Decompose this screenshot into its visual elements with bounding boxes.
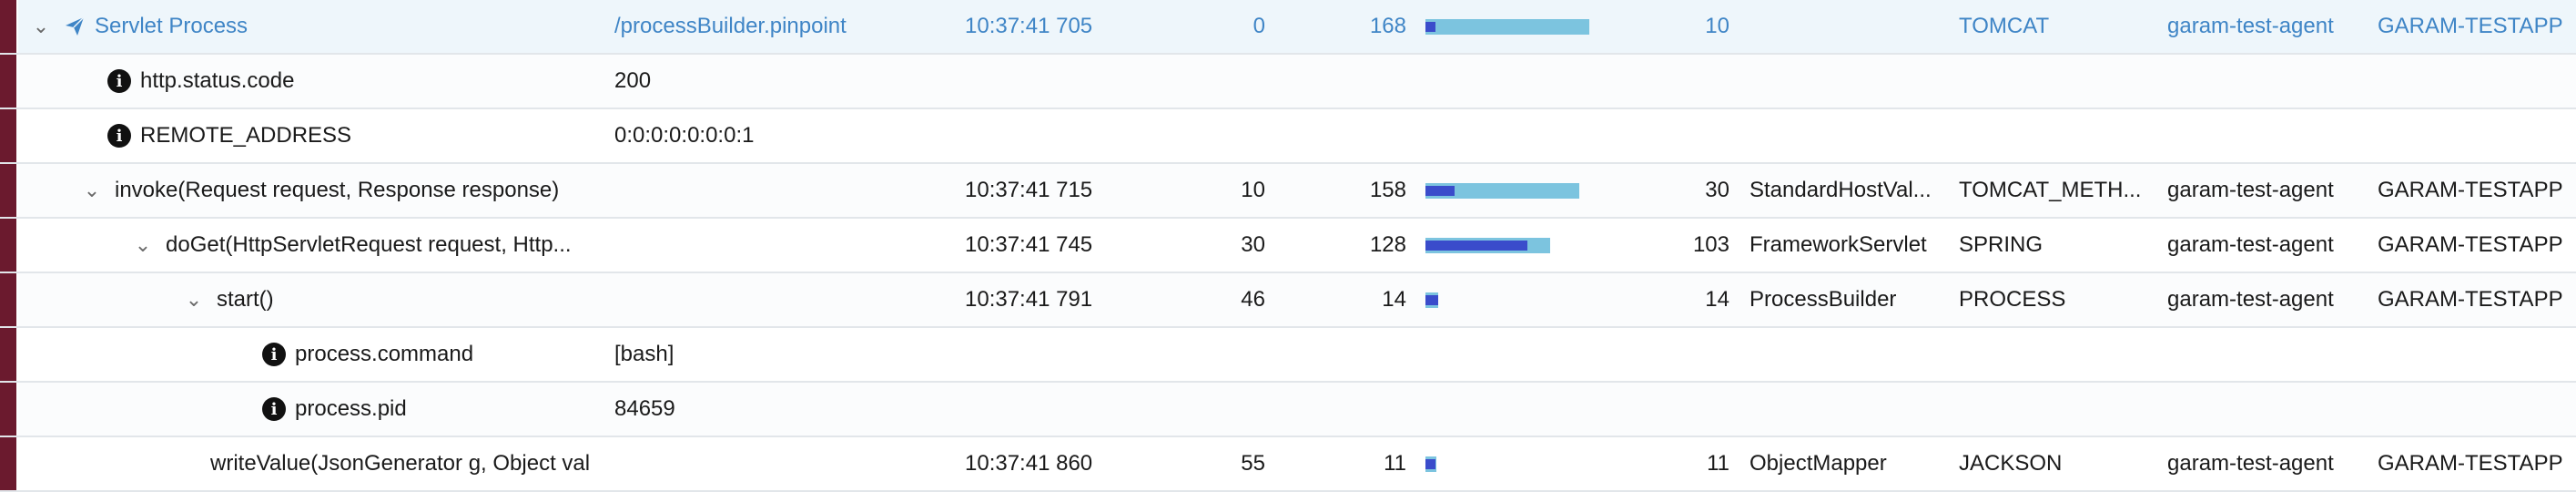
method-name: writeValue(JsonGenerator g, Object val (210, 451, 591, 476)
chevron-down-icon[interactable]: ⌄ (185, 288, 203, 311)
start-time-cell: 10:37:41 860 (965, 451, 1093, 476)
argument-cell: /processBuilder.pinpoint (614, 14, 847, 38)
annotation-value: 0:0:0:0:0:0:0:1 (614, 123, 755, 148)
exec-bar (1425, 0, 1589, 53)
annotation-key: http.status.code (140, 68, 295, 93)
call-tree-row[interactable]: ⌄ invoke(Request request, Response respo… (0, 164, 2576, 219)
exec-bar (1425, 437, 1436, 490)
exec-ms-cell: 168 (1369, 14, 1406, 38)
agent-cell: garam-test-agent (2167, 178, 2334, 202)
row-marker (0, 383, 16, 436)
exec-bar (1425, 164, 1579, 217)
row-marker (0, 219, 16, 272)
class-cell: FrameworkServlet (1749, 232, 1927, 257)
call-tree-row[interactable]: ⌄ start() 10:37:41 791 46 14 14 ProcessB… (0, 273, 2576, 328)
method-name: Servlet Process (95, 14, 248, 38)
method-name: doGet(HttpServletRequest request, Http..… (166, 232, 572, 257)
annotation-row[interactable]: i process.command [bash] (0, 328, 2576, 383)
exec-bar (1425, 273, 1438, 326)
exec-ms-cell: 11 (1384, 451, 1406, 476)
class-cell: StandardHostVal... (1749, 178, 1932, 202)
annotation-value: [bash] (614, 342, 674, 366)
method-cell: ⌄ start() (184, 273, 603, 326)
annotation-value: 200 (614, 68, 652, 93)
annotation-key-cell: i REMOTE_ADDRESS (107, 109, 599, 162)
info-icon: i (262, 397, 286, 421)
row-marker (0, 164, 16, 217)
chevron-down-icon[interactable]: ⌄ (134, 233, 152, 256)
row-marker (0, 55, 16, 108)
exec-ms-cell: 14 (1382, 287, 1406, 312)
info-icon: i (107, 124, 131, 148)
annotation-key-cell: i http.status.code (107, 55, 599, 108)
row-marker (0, 0, 16, 53)
agent-cell: garam-test-agent (2167, 451, 2334, 476)
self-ms-cell: 103 (1692, 232, 1729, 257)
method-name: invoke(Request request, Response respons… (115, 178, 560, 202)
annotation-row[interactable]: i http.status.code 200 (0, 55, 2576, 109)
annotation-key: process.command (295, 342, 474, 366)
application-cell: GARAM-TESTAPP (2378, 178, 2563, 202)
row-marker (0, 273, 16, 326)
annotation-key: REMOTE_ADDRESS (140, 123, 352, 148)
gap-cell: 46 (1241, 287, 1265, 312)
api-type-cell: TOMCAT_METH... (1959, 178, 2142, 202)
chevron-down-icon[interactable]: ⌄ (83, 179, 101, 201)
gap-cell: 55 (1241, 451, 1265, 476)
info-icon: i (107, 69, 131, 93)
row-marker (0, 109, 16, 162)
method-name: start() (217, 287, 274, 312)
start-time-cell: 10:37:41 705 (965, 14, 1093, 38)
class-cell (1749, 0, 1945, 53)
annotation-value: 84659 (614, 396, 675, 421)
call-tree-row[interactable]: ⌄ Servlet Process /processBuilder.pinpoi… (0, 0, 2576, 55)
paper-plane-icon (66, 16, 85, 36)
call-tree-row[interactable]: writeValue(JsonGenerator g, Object val 1… (0, 437, 2576, 492)
annotation-key-cell: i process.command (262, 328, 599, 381)
self-ms-cell: 14 (1705, 287, 1729, 312)
annotation-key-cell: i process.pid (262, 383, 599, 436)
gap-cell: 0 (1253, 14, 1265, 38)
exec-ms-cell: 128 (1369, 232, 1406, 257)
start-time-cell: 10:37:41 745 (965, 232, 1093, 257)
exec-ms-cell: 158 (1369, 178, 1406, 202)
method-cell: writeValue(JsonGenerator g, Object val (210, 437, 603, 490)
api-type-cell: TOMCAT (1959, 14, 2050, 38)
application-cell: GARAM-TESTAPP (2378, 14, 2563, 38)
self-ms-cell: 11 (1707, 451, 1729, 476)
start-time-cell: 10:37:41 791 (965, 287, 1093, 312)
call-tree-row[interactable]: ⌄ doGet(HttpServletRequest request, Http… (0, 219, 2576, 273)
application-cell: GARAM-TESTAPP (2378, 451, 2563, 476)
chevron-down-icon[interactable]: ⌄ (32, 15, 50, 37)
annotation-key: process.pid (295, 396, 407, 421)
class-cell: ProcessBuilder (1749, 287, 1897, 312)
api-type-cell: SPRING (1959, 232, 2044, 257)
application-cell: GARAM-TESTAPP (2378, 287, 2563, 312)
row-marker (0, 437, 16, 490)
agent-cell: garam-test-agent (2167, 232, 2334, 257)
gap-cell: 30 (1241, 232, 1265, 257)
info-icon: i (262, 343, 286, 366)
self-ms-cell: 30 (1705, 178, 1729, 202)
method-cell: ⌄ invoke(Request request, Response respo… (82, 164, 610, 217)
exec-bar (1425, 219, 1550, 272)
start-time-cell: 10:37:41 715 (965, 178, 1093, 202)
annotation-row[interactable]: i REMOTE_ADDRESS 0:0:0:0:0:0:0:1 (0, 109, 2576, 164)
class-cell: ObjectMapper (1749, 451, 1887, 476)
gap-cell: 10 (1241, 178, 1265, 202)
row-marker (0, 328, 16, 381)
agent-cell: garam-test-agent (2167, 14, 2334, 38)
application-cell: GARAM-TESTAPP (2378, 232, 2563, 257)
method-cell: ⌄ doGet(HttpServletRequest request, Http… (133, 219, 606, 272)
api-type-cell: JACKSON (1959, 451, 2063, 476)
method-cell: ⌄ Servlet Process (31, 0, 595, 53)
agent-cell: garam-test-agent (2167, 287, 2334, 312)
api-type-cell: PROCESS (1959, 287, 2066, 312)
self-ms-cell: 10 (1705, 14, 1729, 38)
annotation-row[interactable]: i process.pid 84659 (0, 383, 2576, 437)
